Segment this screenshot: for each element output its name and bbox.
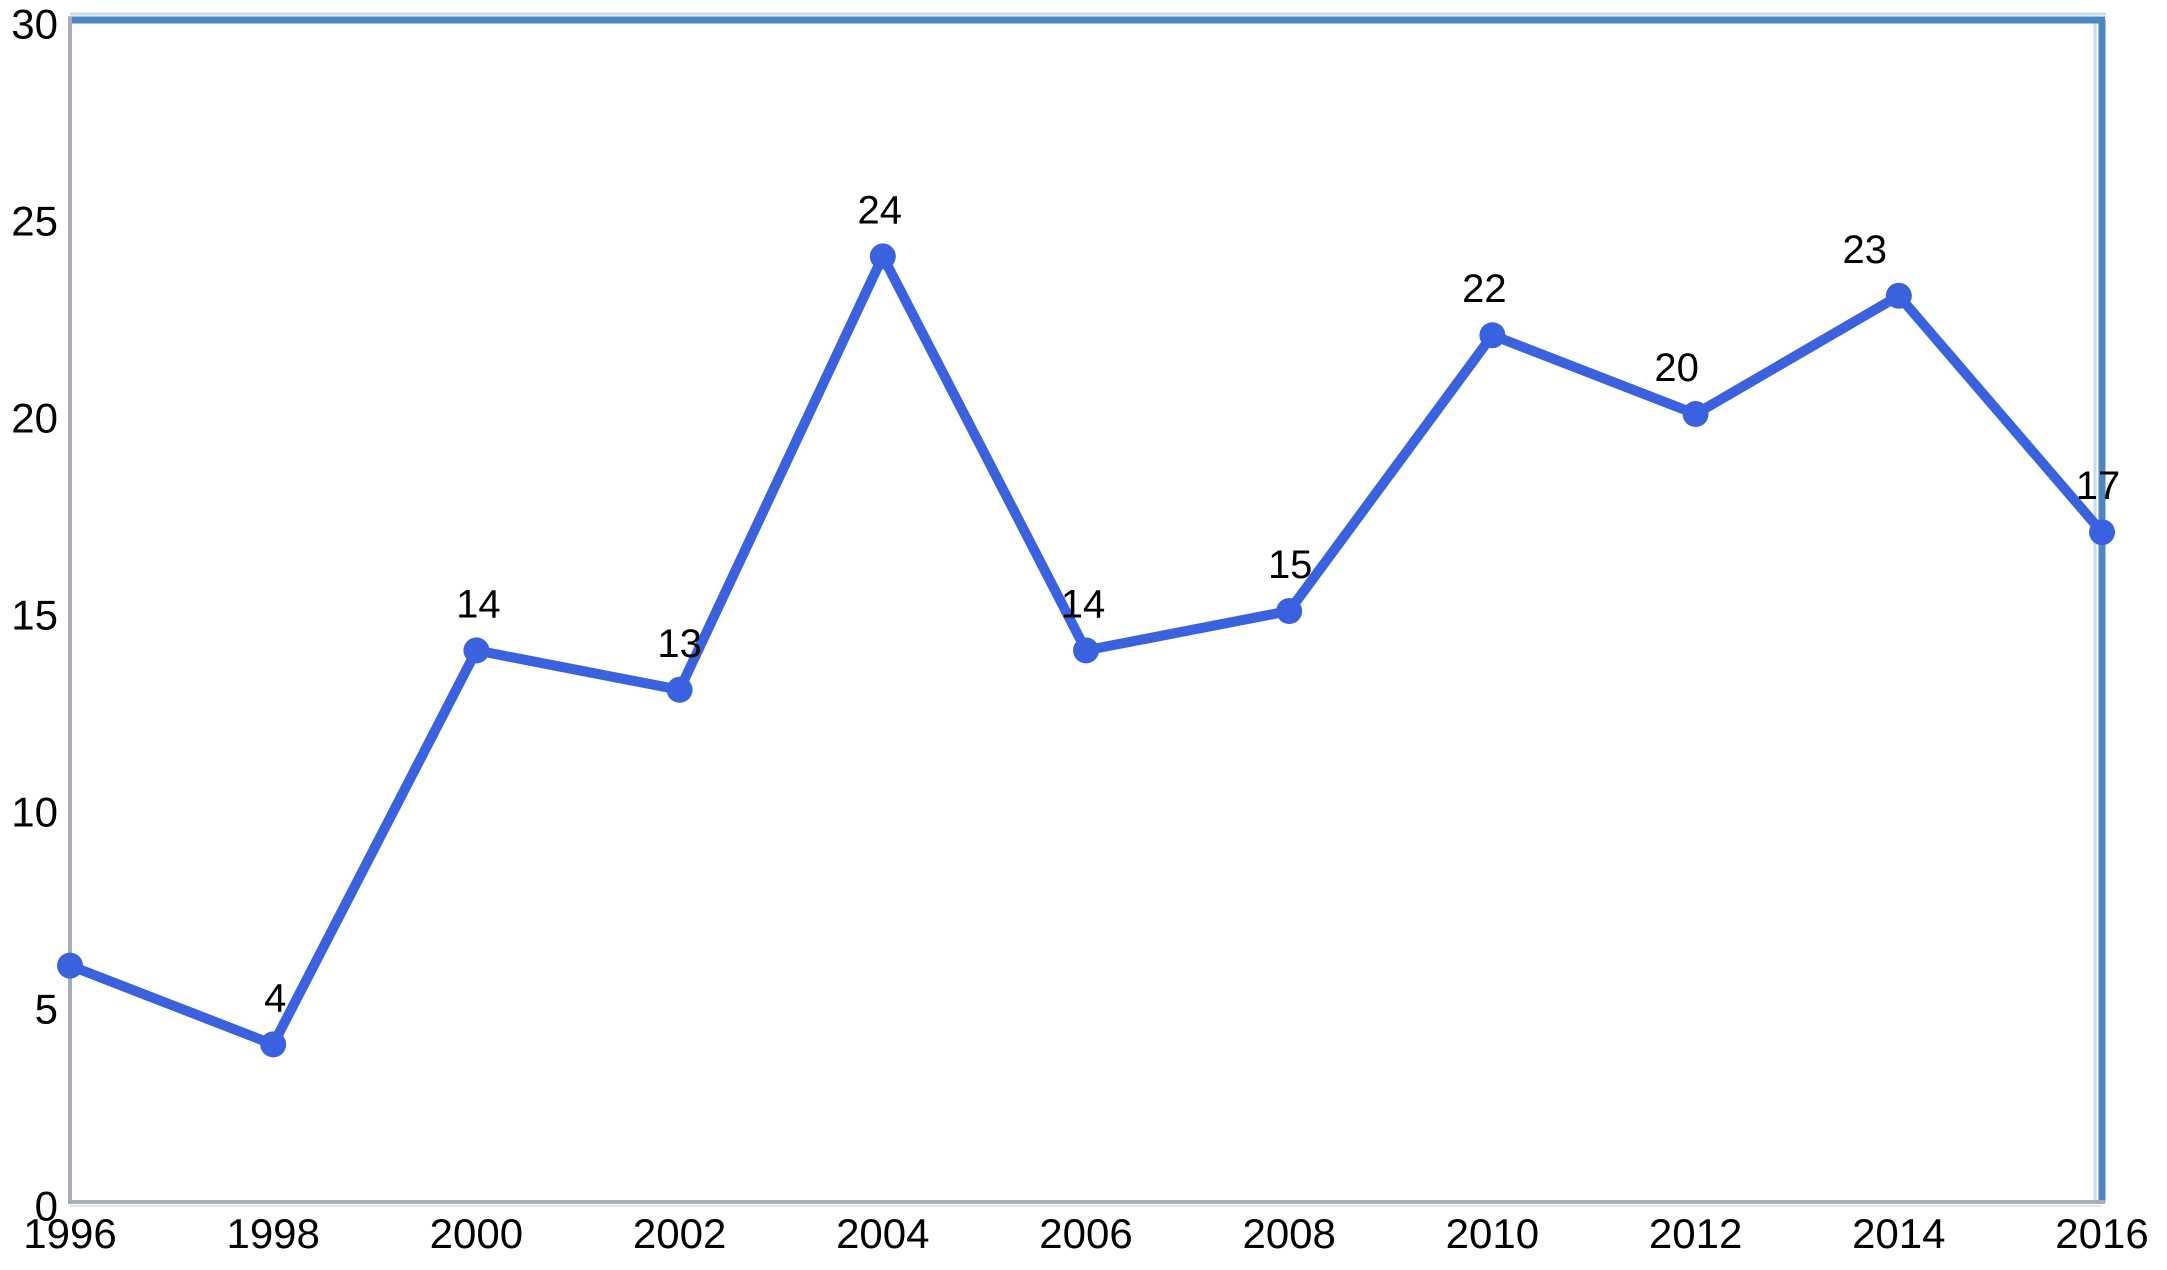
data-point [1682, 401, 1709, 427]
data-label: 15 [1268, 543, 1313, 587]
y-tick-label: 0 [35, 1183, 58, 1230]
y-tick-label: 5 [35, 986, 58, 1033]
data-point [2089, 519, 2115, 546]
data-label: 14 [456, 582, 501, 626]
x-tick-label: 1996 [23, 1210, 116, 1257]
y-tick-label: 30 [11, 1, 58, 48]
data-point [1073, 637, 1099, 664]
data-point [1885, 282, 1912, 309]
data-point [1276, 598, 1303, 624]
x-tick-label: 2004 [836, 1210, 929, 1257]
data-point [1479, 322, 1506, 349]
data-label: 23 [1843, 228, 1888, 272]
data-label: 22 [1462, 267, 1507, 311]
x-tick-label: 2000 [430, 1210, 523, 1257]
x-tick-label: 2016 [2055, 1210, 2148, 1257]
y-tick-label: 20 [11, 395, 58, 442]
y-tick-label: 15 [11, 592, 58, 639]
data-label: 14 [1061, 582, 1106, 626]
x-tick-label: 2014 [1852, 1210, 1945, 1257]
x-tick-label: 2006 [1039, 1210, 1132, 1257]
data-label: 4 [264, 976, 286, 1020]
x-tick-label: 2002 [633, 1210, 726, 1257]
data-label: 20 [1654, 346, 1699, 390]
data-point [666, 676, 693, 703]
data-label: 17 [2076, 464, 2121, 508]
x-tick-label: 2010 [1446, 1210, 1539, 1257]
y-tick-label: 25 [11, 198, 58, 245]
x-tick-label: 2012 [1649, 1210, 1742, 1257]
y-tick-label: 10 [11, 789, 58, 836]
data-label: 13 [657, 622, 702, 666]
x-tick-label: 1998 [226, 1210, 319, 1257]
data-label: 24 [858, 188, 903, 232]
x-tick-label: 2008 [1242, 1210, 1335, 1257]
data-point [463, 637, 490, 664]
data-point [260, 1031, 287, 1058]
data-point [869, 243, 896, 270]
data-point [57, 952, 83, 979]
